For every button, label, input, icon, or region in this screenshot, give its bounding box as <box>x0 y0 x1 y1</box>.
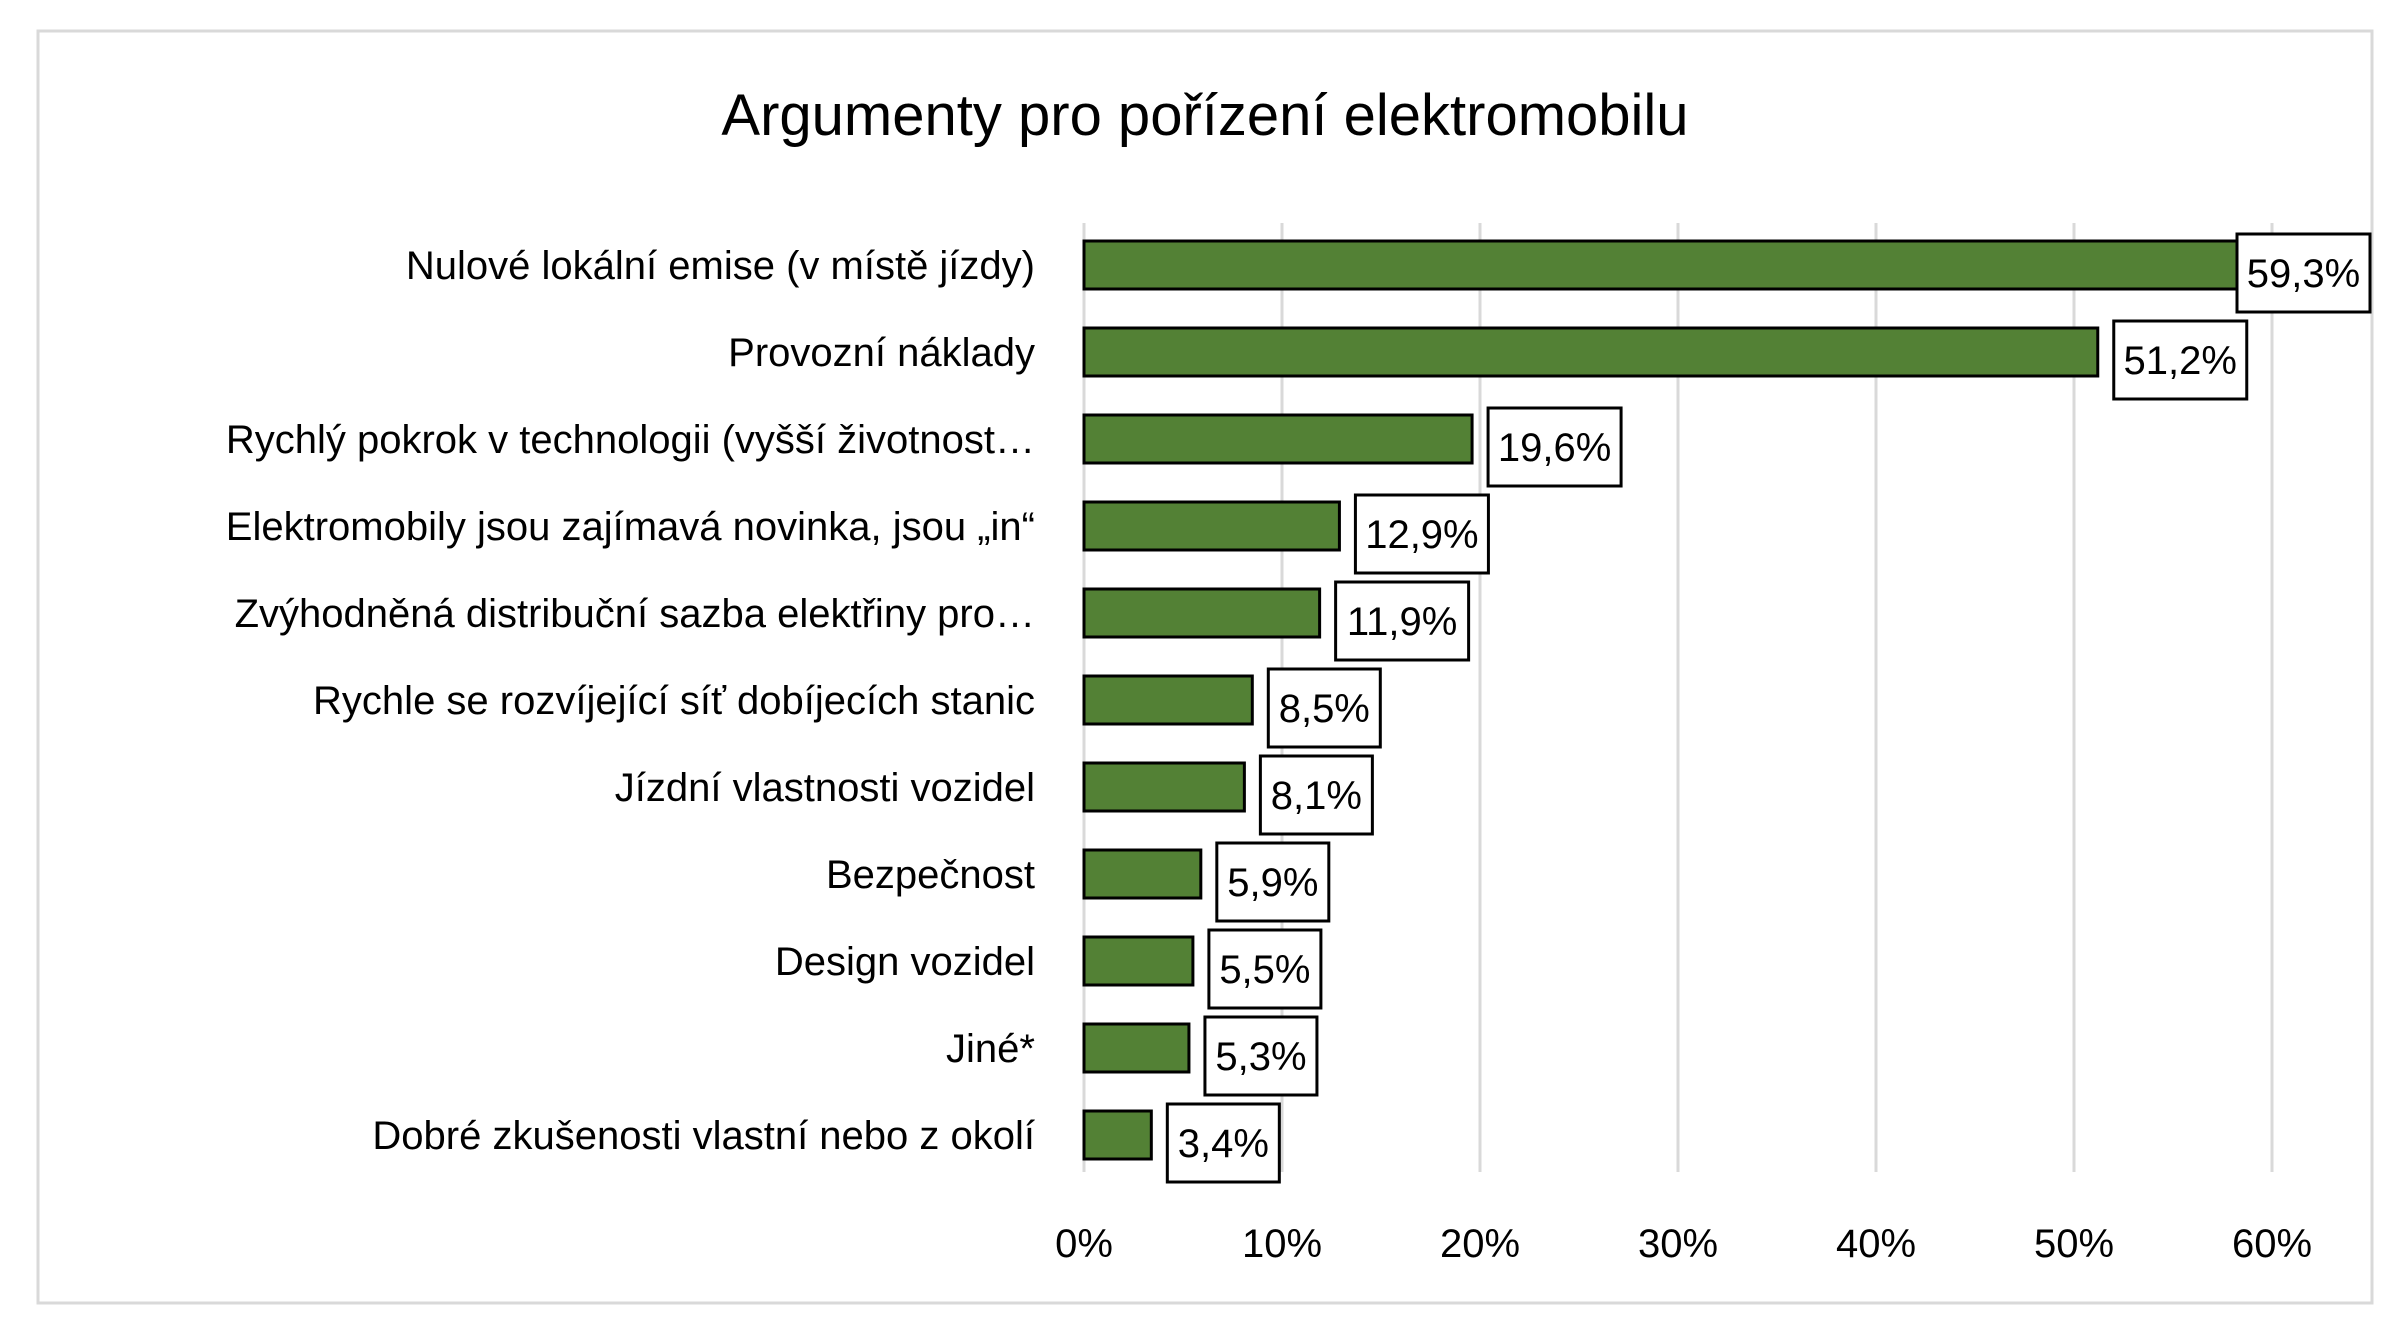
bar <box>1082 587 1322 639</box>
category-label: Rychle se rozvíjející síť dobíjecích sta… <box>313 679 1035 723</box>
category-label: Jiné* <box>946 1027 1035 1071</box>
data-label: 12,9% <box>1365 513 1478 557</box>
x-tick-label: 0% <box>1055 1222 1113 1266</box>
category-label: Provozní náklady <box>728 331 1035 375</box>
chart-title: Argumenty pro pořízení elektromobilu <box>721 83 1688 148</box>
x-tick-label: 50% <box>2034 1222 2114 1266</box>
category-label: Rychlý pokrok v technologii (vyšší život… <box>226 418 1035 462</box>
data-label-box <box>2112 319 2249 401</box>
bar <box>1082 1022 1191 1074</box>
data-label-box <box>1334 580 1471 662</box>
data-label-box <box>1258 754 1374 836</box>
data-label-box <box>1266 667 1382 749</box>
category-label: Zvýhodněná distribuční sazba elektřiny p… <box>235 592 1035 636</box>
data-label-box <box>1215 841 1331 923</box>
category-label: Jízdní vlastnosti vozidel <box>615 766 1035 810</box>
data-label: 59,3% <box>2247 252 2360 296</box>
data-label: 8,1% <box>1271 774 1362 818</box>
bar <box>1082 326 2100 378</box>
bar <box>1082 674 1254 726</box>
data-label-box <box>1353 493 1490 575</box>
x-tick-label: 20% <box>1440 1222 1520 1266</box>
x-tick-label: 10% <box>1242 1222 1322 1266</box>
data-label: 51,2% <box>2124 339 2237 383</box>
data-label: 5,3% <box>1215 1035 1306 1079</box>
data-label: 3,4% <box>1178 1122 1269 1166</box>
bar <box>1082 761 1246 813</box>
data-label-box <box>1165 1102 1281 1184</box>
bar <box>1082 848 1203 900</box>
x-tick-label: 30% <box>1638 1222 1718 1266</box>
category-label: Nulové lokální emise (v místě jízdy) <box>406 244 1035 288</box>
data-label-box <box>1203 1015 1319 1097</box>
bar <box>1082 935 1195 987</box>
data-label-box <box>1486 406 1623 488</box>
data-label: 19,6% <box>1498 426 1611 470</box>
category-label: Bezpečnost <box>826 853 1035 897</box>
data-label: 5,9% <box>1227 861 1318 905</box>
bar <box>1082 413 1474 465</box>
data-label: 11,9% <box>1347 600 1457 644</box>
category-label: Dobré zkušenosti vlastní nebo z okolí <box>372 1114 1035 1158</box>
bar <box>1082 239 2260 291</box>
data-label-box <box>1207 928 1323 1010</box>
bar <box>1082 500 1341 552</box>
category-label: Elektromobily jsou zajímavá novinka, jso… <box>226 505 1035 549</box>
data-label-box <box>2235 232 2372 314</box>
bar <box>1082 1109 1153 1161</box>
category-label: Design vozidel <box>775 940 1035 984</box>
x-tick-label: 40% <box>1836 1222 1916 1266</box>
data-label: 5,5% <box>1219 948 1310 992</box>
x-tick-label: 60% <box>2232 1222 2312 1266</box>
data-label: 8,5% <box>1279 687 1370 731</box>
